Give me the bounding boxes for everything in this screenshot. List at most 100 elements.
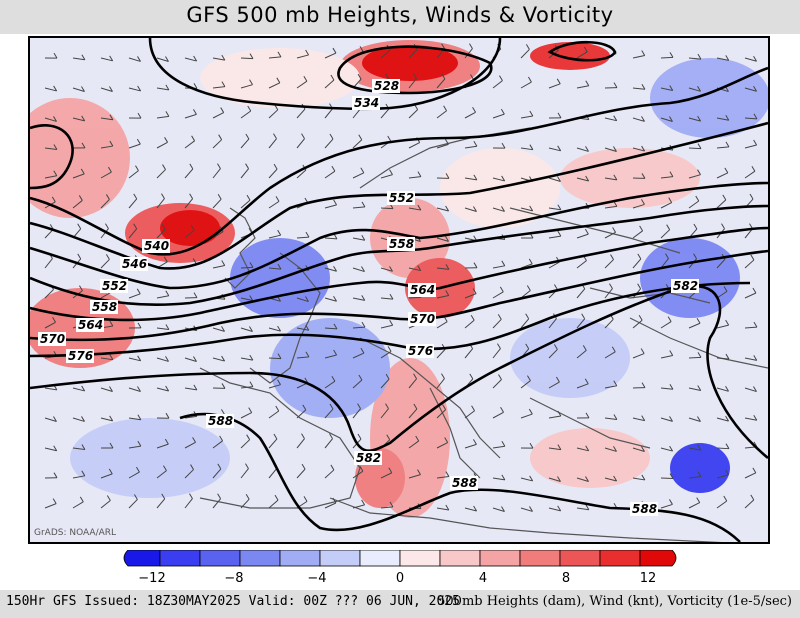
wind-barb-flag [221, 81, 226, 87]
wind-barb-flag [332, 47, 337, 54]
contour-label: 576 [408, 344, 433, 358]
contour-534-west [30, 124, 74, 190]
wind-barb [128, 143, 141, 149]
wind-barb [324, 502, 337, 509]
wind-barb-flag [501, 474, 506, 481]
wind-barb [688, 87, 701, 92]
wind-barb-flag [78, 195, 83, 201]
wind-barb [408, 378, 417, 389]
wind-barb-flag [611, 346, 616, 353]
wind-barb-flag [333, 265, 337, 272]
wind-barb [632, 353, 645, 359]
wind-barb [240, 498, 250, 509]
wind-barb [576, 447, 589, 452]
wind-barb [492, 318, 502, 329]
wind-barb-flag [669, 85, 674, 91]
wind-barb-flag [165, 356, 169, 362]
wind-barb [268, 357, 282, 360]
wind-barb [380, 378, 390, 389]
wind-barb-flag [556, 78, 561, 85]
wind-barb [100, 500, 111, 509]
wind-barb-flag [525, 44, 530, 50]
wind-barb [744, 144, 757, 149]
wind-barb [184, 140, 195, 149]
wind-barb [212, 498, 221, 509]
wind-barb-flag [193, 384, 198, 391]
wind-barb [492, 411, 504, 419]
wind-barb-flag [553, 284, 558, 290]
wind-barb-flag [445, 173, 450, 179]
wind-barb [660, 387, 673, 390]
wind-barb-flag [557, 505, 562, 512]
contour-label: 570 [40, 332, 65, 346]
wind-barb [100, 171, 112, 179]
wind-barb-flag [389, 169, 393, 175]
wind-barb-flag [641, 173, 646, 179]
wind-barb-flag [610, 254, 614, 260]
wind-barb-flag [360, 167, 365, 174]
wind-barb [520, 380, 531, 389]
wind-barb-flag [221, 54, 226, 61]
wind-barb [744, 57, 757, 62]
wind-barb [744, 387, 757, 393]
wind-barb-flag [193, 83, 198, 89]
wind-barb-flag [192, 437, 197, 443]
wind-barb [576, 288, 586, 299]
wind-barb-flag [189, 163, 194, 170]
wind-barb [352, 206, 365, 209]
wind-barb-flag [361, 234, 366, 241]
wind-barb-flag [470, 74, 474, 80]
wind-barb-flag [665, 253, 669, 259]
wind-barb-flag [529, 110, 534, 117]
colorbar-swatch [239, 550, 281, 567]
wind-barb-flag [161, 193, 165, 199]
wind-barb [156, 57, 169, 62]
wind-barb-flag [388, 467, 393, 474]
wind-barb-flag [190, 224, 195, 231]
wind-barb-flag [217, 463, 222, 470]
wind-barb-flag [389, 293, 394, 300]
wind-barb [408, 109, 418, 119]
wind-barb-flag [442, 404, 447, 410]
wind-barb [156, 141, 168, 149]
wind-barb [464, 48, 473, 59]
wind-barb-flag [165, 111, 170, 117]
wind-barb [604, 385, 617, 389]
wind-barb-flag [584, 378, 589, 385]
wind-barb-flag [445, 139, 449, 145]
wind-barb-flag [501, 142, 506, 149]
wind-barb [352, 408, 361, 419]
wind-barb [352, 326, 366, 329]
wind-barb-flag [753, 113, 758, 120]
wind-barb-flag [361, 499, 366, 506]
wind-barb [72, 387, 85, 392]
wind-barb [716, 199, 727, 209]
wind-barb [632, 87, 645, 90]
wind-barb [604, 231, 616, 239]
wind-barb [548, 477, 561, 482]
wind-barb [380, 108, 390, 119]
wind-barb-flag [529, 144, 534, 150]
wind-barb [716, 417, 729, 422]
wind-barb-flag [385, 403, 389, 409]
wind-barb [44, 321, 56, 329]
wind-barb-flag [245, 463, 249, 469]
wind-barb-flag [53, 144, 58, 150]
contour-label: 558 [389, 237, 414, 251]
wind-barb [128, 170, 139, 179]
wind-barb [296, 108, 306, 119]
wind-barb-flag [189, 193, 194, 199]
contour-label: 546 [122, 257, 147, 271]
wind-barb-flag [108, 468, 113, 475]
wind-barb [184, 469, 194, 479]
wind-barb [660, 56, 674, 59]
wind-barb [688, 447, 701, 451]
wind-barb [744, 357, 757, 361]
wind-barb-flag [221, 326, 225, 332]
wind-barb-flag [445, 471, 450, 477]
wind-barb [240, 138, 250, 149]
wind-barb-flag [219, 435, 224, 442]
wind-barb-flag [697, 416, 701, 422]
wind-barb-flag [722, 194, 727, 201]
wind-barb [100, 117, 113, 121]
